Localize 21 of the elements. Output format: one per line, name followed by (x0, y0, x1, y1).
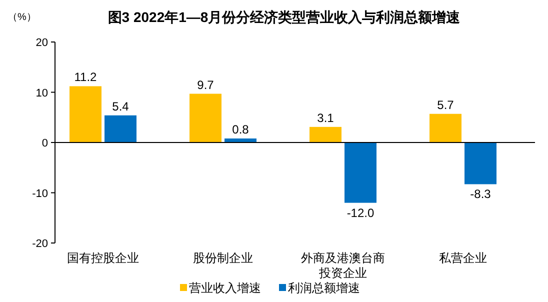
text: 9.7 (197, 78, 214, 92)
y-tick-label: 0 (42, 138, 48, 150)
text: -12.0 (346, 206, 374, 220)
legend-label: 营业收入增速 (189, 281, 261, 295)
x-tick-label: 外商及港澳台商投资企业 (301, 251, 385, 280)
x-tick-label: 私营企业 (439, 251, 487, 265)
y-tick-label: 10 (36, 87, 48, 100)
x-tick-label: 股份制企业 (193, 251, 253, 265)
x-tick-label: 国有控股企业 (67, 251, 139, 265)
text: 0.8 (232, 122, 249, 136)
y-tick-label: -10 (32, 188, 48, 200)
legend-label: 利润总额增速 (288, 281, 360, 295)
y-tick-label: -20 (32, 238, 48, 250)
text: 3.1 (317, 110, 334, 125)
text: 5.4 (112, 99, 129, 114)
title: 图3 2022年1—8月份分经济类型营业收入与利润总额增速 (108, 9, 460, 25)
y-tick-label: 20 (36, 37, 48, 49)
ylabel: （%） (8, 12, 36, 23)
text: 5.7 (437, 98, 454, 112)
text: -8.3 (470, 187, 491, 202)
text: 11.2 (74, 70, 97, 84)
